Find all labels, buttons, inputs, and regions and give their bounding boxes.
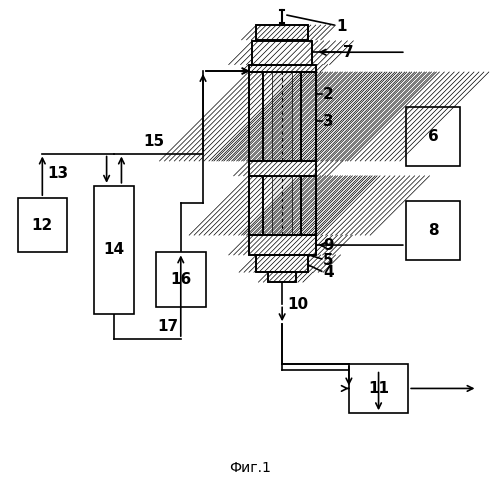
Bar xyxy=(272,176,292,235)
Bar xyxy=(248,161,316,176)
Bar xyxy=(248,72,264,161)
Text: 5: 5 xyxy=(323,253,334,268)
Text: 10: 10 xyxy=(287,297,308,312)
Bar xyxy=(349,364,408,413)
Bar xyxy=(248,64,316,72)
Text: 15: 15 xyxy=(144,134,165,148)
Text: 17: 17 xyxy=(157,319,178,334)
Text: 12: 12 xyxy=(32,218,53,233)
Bar xyxy=(252,41,312,64)
Bar xyxy=(256,255,308,272)
Text: 13: 13 xyxy=(48,166,68,181)
Text: 11: 11 xyxy=(368,381,389,396)
Text: Фиг.1: Фиг.1 xyxy=(229,460,271,474)
Bar xyxy=(406,106,460,166)
Bar xyxy=(268,272,296,282)
Bar xyxy=(301,72,316,161)
Bar xyxy=(301,176,316,235)
Text: 16: 16 xyxy=(170,272,192,287)
Bar xyxy=(252,41,312,64)
Text: 3: 3 xyxy=(323,114,334,129)
Bar xyxy=(406,200,460,260)
Bar xyxy=(248,64,316,72)
Bar xyxy=(248,235,316,255)
Text: 8: 8 xyxy=(428,222,438,238)
Text: 1: 1 xyxy=(336,18,347,34)
Bar xyxy=(272,72,292,161)
Bar xyxy=(94,186,134,314)
Bar xyxy=(248,161,316,176)
Bar xyxy=(264,72,301,161)
Bar xyxy=(256,25,308,40)
Bar xyxy=(301,176,316,235)
Bar xyxy=(264,176,301,235)
Bar xyxy=(156,252,206,307)
Bar xyxy=(248,176,264,235)
Bar xyxy=(301,72,316,161)
Bar xyxy=(268,272,296,282)
Text: 2: 2 xyxy=(323,87,334,102)
Bar xyxy=(256,255,308,272)
Text: 7: 7 xyxy=(343,44,353,60)
Bar xyxy=(256,25,308,40)
Text: 4: 4 xyxy=(323,265,334,280)
Text: 6: 6 xyxy=(428,129,438,144)
Bar xyxy=(248,176,264,235)
Bar xyxy=(18,198,67,252)
Bar xyxy=(248,72,264,161)
Text: 14: 14 xyxy=(104,242,124,258)
Bar xyxy=(248,235,316,255)
Text: 9: 9 xyxy=(323,238,334,252)
